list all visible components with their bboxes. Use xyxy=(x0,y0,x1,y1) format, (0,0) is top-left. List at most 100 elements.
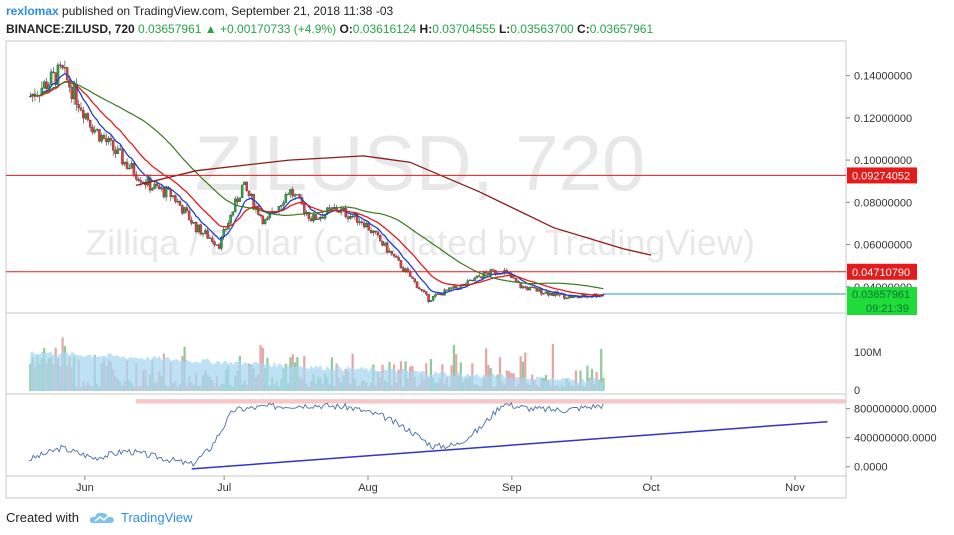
candle-body xyxy=(153,183,156,189)
price-tick-label: 0.10000000 xyxy=(854,155,912,167)
watermark-symbol: ZILUSD, 720 xyxy=(195,119,646,207)
candle-body xyxy=(45,81,48,89)
candle-body xyxy=(367,223,370,231)
candle-body xyxy=(123,161,126,165)
candle-body xyxy=(158,185,161,190)
candle-body xyxy=(91,127,94,133)
candle-body xyxy=(183,207,186,214)
candle-body xyxy=(383,242,387,246)
price-change: +0.00170733 (+4.9%) xyxy=(220,22,337,36)
price-level-tag-text: 0.04710790 xyxy=(852,267,910,279)
candle-body xyxy=(544,291,548,294)
candle-body xyxy=(109,138,113,141)
candle-body xyxy=(252,194,255,210)
tradingview-link[interactable]: TradingView xyxy=(120,510,193,525)
candle-body xyxy=(411,276,414,279)
close-label: C: xyxy=(577,22,590,36)
candle-body xyxy=(468,279,472,281)
candle-body xyxy=(537,288,541,292)
candle-body xyxy=(514,278,518,282)
volume-tick-label: 0 xyxy=(854,385,860,397)
volume-bar xyxy=(551,344,554,391)
candle-body xyxy=(307,212,311,219)
volume-tick-label: 100M xyxy=(854,347,882,359)
candle-body xyxy=(533,286,536,289)
low-value: 0.03563700 xyxy=(510,22,574,36)
candle-body xyxy=(399,260,403,268)
candle-body xyxy=(487,272,490,275)
candle-body xyxy=(201,233,205,235)
candle-body xyxy=(280,204,283,207)
candle-body xyxy=(134,174,138,180)
candle-body xyxy=(82,110,85,119)
oscillator-tick-label: 0.0000 xyxy=(854,462,888,474)
candle-body xyxy=(351,216,354,218)
candle-body xyxy=(445,289,449,291)
candle-body xyxy=(321,216,324,219)
volume-bar xyxy=(586,365,589,391)
candle-body xyxy=(579,297,582,299)
candle-body xyxy=(208,237,212,239)
candle-body xyxy=(199,224,202,235)
candle-body xyxy=(402,267,405,272)
candle-body xyxy=(452,285,456,289)
candle-body xyxy=(176,201,179,203)
sma-slow-line xyxy=(30,81,604,290)
candle-body xyxy=(360,221,364,224)
candle-body xyxy=(418,287,421,290)
candle-body xyxy=(49,71,53,85)
author-name[interactable]: rexlomax xyxy=(6,4,59,18)
candle-body xyxy=(385,242,389,253)
candle-body xyxy=(56,64,60,85)
candle-body xyxy=(425,291,428,295)
candle-body xyxy=(431,296,435,301)
candle-body xyxy=(151,188,154,191)
candle-body xyxy=(365,223,368,228)
candle-body xyxy=(429,300,433,302)
candle-body xyxy=(238,197,242,202)
candle-body xyxy=(408,271,412,277)
candle-body xyxy=(130,163,133,169)
price-level-tag-text: 0.09274052 xyxy=(852,170,910,182)
candle-body xyxy=(243,181,246,186)
candle-body xyxy=(102,134,106,140)
candle-body xyxy=(61,65,64,69)
candle-body xyxy=(174,195,177,202)
candle-body xyxy=(549,292,552,296)
time-tick-label: Oct xyxy=(643,482,660,494)
ema-mid-line xyxy=(30,80,604,296)
price-tick-label: 0.12000000 xyxy=(854,113,912,125)
candle-body xyxy=(436,293,440,295)
candle-body xyxy=(526,287,529,291)
candle-body xyxy=(190,219,193,224)
candle-body xyxy=(261,215,265,224)
candle-body xyxy=(266,217,269,220)
candle-body xyxy=(155,183,159,187)
candle-body xyxy=(240,184,244,198)
low-label: L: xyxy=(498,22,511,36)
candle-body xyxy=(477,275,481,277)
candle-body xyxy=(114,150,117,154)
candle-body xyxy=(346,216,350,219)
candle-body xyxy=(415,281,419,289)
candle-body xyxy=(68,79,71,88)
candle-body xyxy=(59,64,62,66)
candle-body xyxy=(286,194,290,196)
candle-body xyxy=(448,287,451,291)
open-value: 0.03616124 xyxy=(352,22,417,36)
candle-body xyxy=(349,216,352,219)
candle-body xyxy=(291,189,295,197)
candle-body xyxy=(314,214,318,221)
axes: 0.14000000 0.12000000 0.10000000 0.08000000… xyxy=(76,71,937,494)
oscillator-trendline xyxy=(191,420,828,470)
candle-body xyxy=(160,187,163,190)
candle-body xyxy=(330,207,334,209)
candle-body xyxy=(491,269,495,271)
candle-body xyxy=(524,286,527,288)
candle-body xyxy=(231,211,235,216)
candle-body xyxy=(438,293,442,295)
volume-bar xyxy=(485,348,488,391)
candle-body xyxy=(224,228,228,231)
watermark-description: Zilliqa / Dollar (calculated by TradingV… xyxy=(85,222,755,263)
